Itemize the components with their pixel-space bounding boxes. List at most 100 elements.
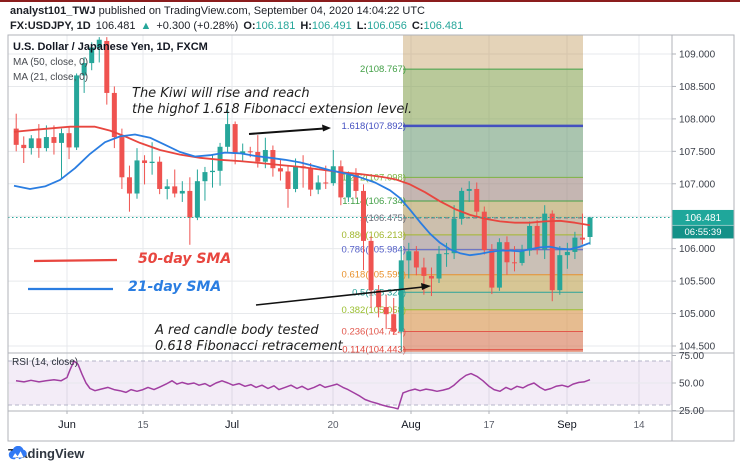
candle-body: [172, 186, 178, 194]
candle-body: [187, 190, 193, 218]
price-tick-label: 105.500: [679, 277, 716, 288]
candle-body: [134, 160, 140, 194]
price-tick-label: 104.500: [679, 342, 716, 353]
candle-body: [157, 161, 163, 189]
candle-body: [557, 255, 563, 291]
fib-band: [403, 69, 583, 126]
candle-body: [398, 260, 404, 332]
candle-body: [277, 168, 283, 172]
countdown-value: 06:55:39: [685, 227, 722, 238]
candle-body: [549, 213, 555, 291]
fib-band: [403, 125, 583, 178]
candle-body: [293, 166, 299, 189]
open-value: 106.181: [255, 20, 296, 32]
candle-body: [126, 177, 132, 194]
candle-body: [285, 171, 291, 189]
time-axis-label: Jul: [225, 419, 239, 431]
fib-level-label: 0.618(105.599): [342, 270, 406, 281]
candle-body: [111, 92, 117, 138]
candle-body: [232, 124, 238, 154]
annotation-legend-line: [33, 258, 118, 263]
candle-body: [28, 138, 34, 149]
candle-body: [428, 275, 434, 279]
fib-band: [403, 349, 583, 352]
candle-body: [345, 174, 351, 198]
pane-borders: [7, 34, 735, 442]
candle-body: [330, 166, 336, 184]
price-badge-group: 106.481 06:55:39: [672, 209, 734, 239]
high-label: H:: [300, 20, 312, 32]
candle-body: [142, 160, 148, 164]
time-axis-label: 20: [327, 420, 339, 431]
low-value: 106.056: [367, 20, 407, 32]
candle-body: [436, 253, 442, 279]
candle-body: [376, 290, 382, 308]
fib-band: [403, 331, 583, 350]
price-tick-label: 108.500: [679, 82, 716, 93]
candle-body: [587, 217, 593, 237]
candle-body: [451, 218, 457, 254]
candle-body: [96, 39, 102, 48]
annotation-arrow: [255, 286, 424, 306]
price-axis: 109.000 108.500 108.000 107.500 107.000 106.0…: [672, 50, 716, 417]
rsi-line: [15, 360, 591, 410]
top-red-border: [0, 0, 740, 2]
candle-body: [572, 237, 578, 252]
time-axis-label: 17: [483, 420, 495, 431]
candle-body: [66, 133, 72, 148]
candle-body: [13, 128, 19, 145]
candle-body: [489, 249, 495, 288]
fib-level-label: 0.382(105.058): [342, 305, 406, 316]
fib-level-label: 1.272(107.098): [342, 172, 406, 183]
fib-band: [403, 177, 583, 202]
candle-body: [361, 190, 366, 241]
symbol-ohlc-line: FX:USDJPY, 1D 106.481 ▲ +0.300 (+0.28%) O:10…: [10, 20, 463, 32]
candle-body: [368, 240, 374, 291]
candle-body: [36, 138, 42, 149]
candle-body: [323, 182, 329, 184]
ma21-line: [13, 133, 591, 257]
close-label: C:: [411, 20, 424, 32]
fib-level-label: 2(108.767): [360, 64, 406, 75]
candle-body: [217, 146, 223, 171]
change-value: +0.300 (+0.28%): [156, 20, 239, 32]
candle-body: [149, 161, 155, 164]
fib-level-label: 0.886(106.213): [342, 230, 406, 241]
open-label: O:: [243, 20, 256, 32]
price-tick-label: 105.000: [679, 309, 716, 320]
annotation-arrowhead: [421, 283, 431, 290]
candle-body: [406, 251, 412, 261]
candle-body: [270, 150, 276, 169]
time-axis-label: Sep: [557, 419, 577, 431]
time-axis-label: Aug: [401, 419, 421, 431]
rsi-tick-label: 50.00: [679, 379, 704, 390]
fib-band: [403, 309, 583, 332]
candle-body: [579, 237, 585, 240]
fib-highlight-box: [403, 35, 583, 352]
author-name: analyst101_TWJ: [10, 5, 96, 17]
candle-body: [89, 47, 95, 64]
candle-body: [164, 186, 170, 189]
price-tick-label: 107.500: [679, 147, 716, 158]
annotation-arrowhead: [322, 124, 331, 132]
candle-body: [534, 225, 540, 250]
candle-body: [481, 211, 487, 250]
price-badge-value: 106.481: [685, 213, 722, 224]
annotation-arrow: [248, 127, 325, 135]
rsi-tick-label: 25.00: [679, 406, 704, 417]
candle-body: [527, 225, 533, 251]
price-tick-label: 109.000: [679, 50, 716, 61]
candle-body: [504, 242, 510, 263]
candle-body: [59, 133, 64, 143]
candle-body: [564, 251, 570, 256]
countdown-badge: [672, 225, 734, 239]
price-badge: [672, 209, 734, 225]
candle-body: [496, 242, 502, 288]
candle-body: [383, 307, 389, 315]
candle-body: [21, 144, 27, 149]
candle-body: [210, 170, 215, 173]
symbol-interval: FX:USDJPY, 1D: [10, 20, 91, 32]
fib-level-label: 0.114(104.443): [342, 345, 406, 356]
